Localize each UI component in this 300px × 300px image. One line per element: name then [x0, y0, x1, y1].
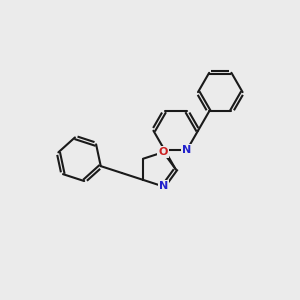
Text: N: N [182, 145, 191, 155]
Text: N: N [159, 182, 168, 191]
Text: O: O [159, 147, 168, 157]
